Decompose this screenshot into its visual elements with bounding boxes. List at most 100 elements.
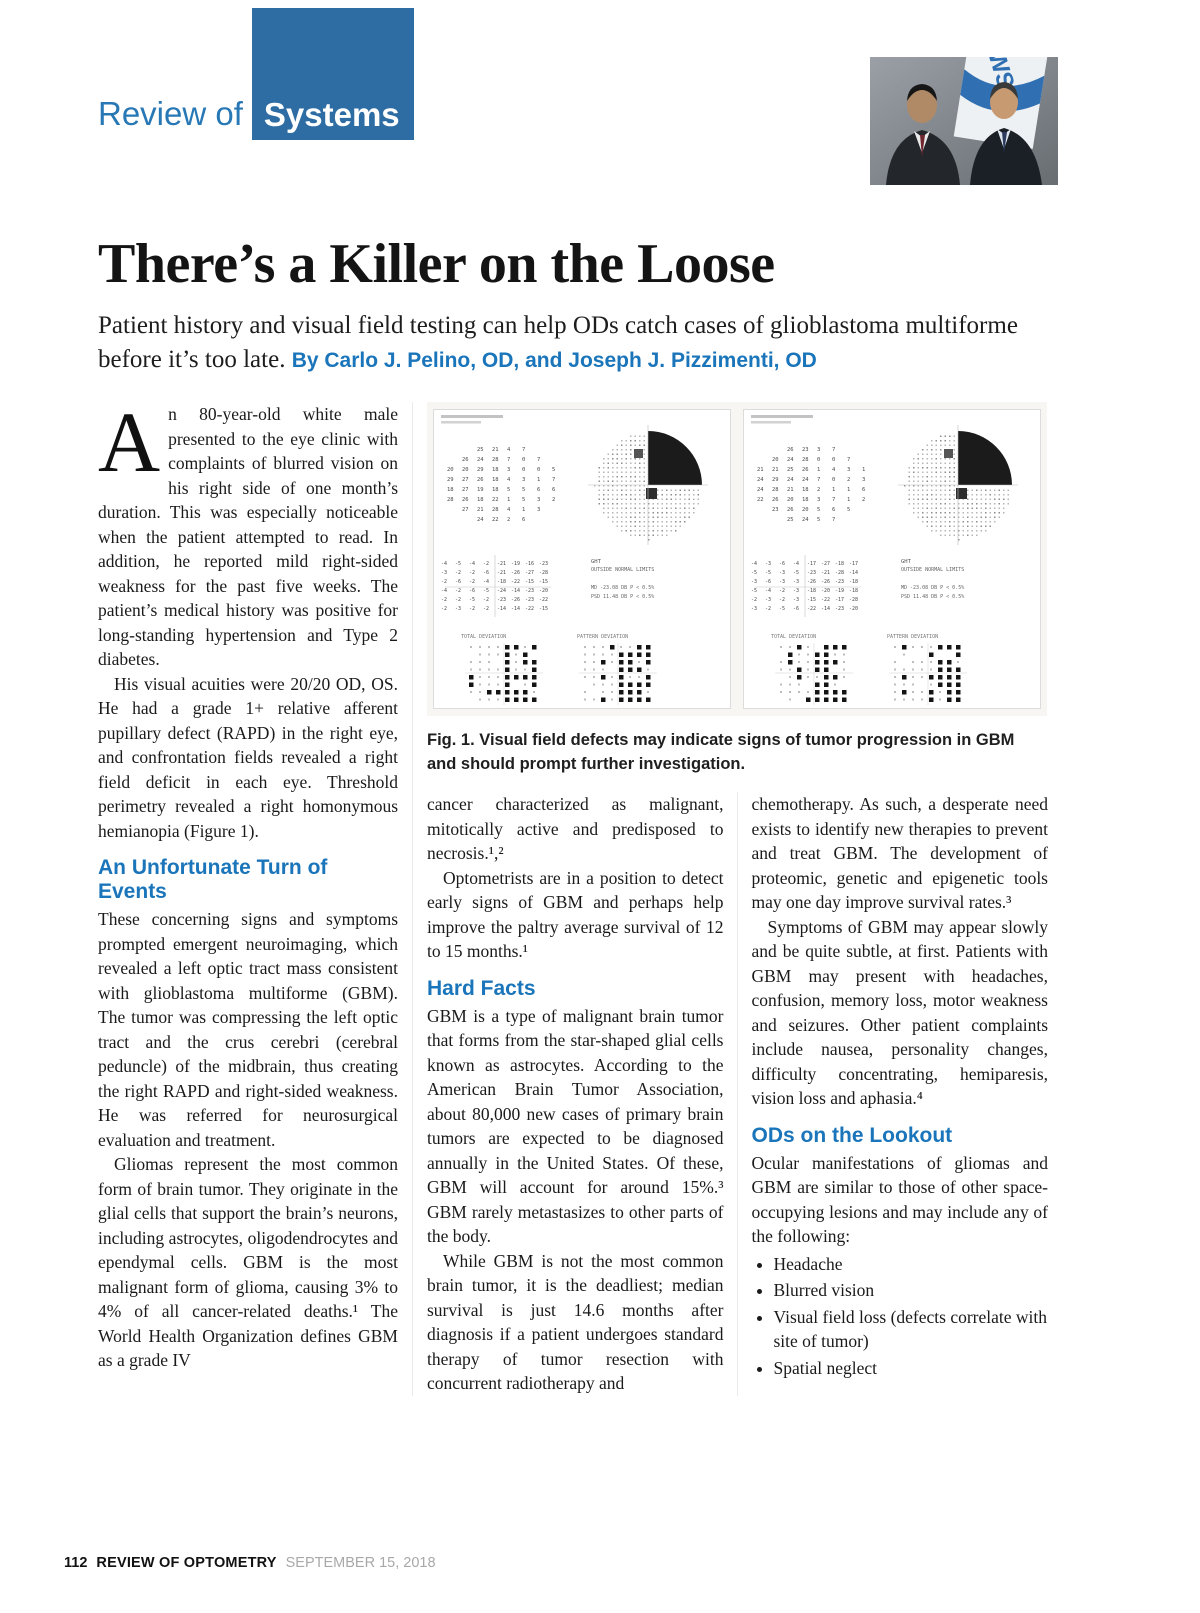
paragraph: His visual acuities were 20/20 OD, OS. H… <box>98 673 398 841</box>
svg-text:25: 25 <box>787 517 794 523</box>
svg-text:MD -23.08 DB P < 0.5%: MD -23.08 DB P < 0.5% <box>591 585 654 591</box>
svg-text:-14: -14 <box>511 588 520 594</box>
svg-text:25: 25 <box>477 447 484 453</box>
svg-text:-26: -26 <box>821 579 830 585</box>
svg-text:-4: -4 <box>469 561 475 567</box>
svg-text:29: 29 <box>477 467 484 473</box>
svg-text:-24: -24 <box>497 588 506 594</box>
svg-text:-14: -14 <box>849 570 858 576</box>
svg-text:18: 18 <box>492 467 499 473</box>
svg-text:18: 18 <box>447 487 454 493</box>
svg-text:1: 1 <box>847 487 850 493</box>
svg-text:7: 7 <box>552 477 555 483</box>
svg-text:-5: -5 <box>751 570 757 576</box>
svg-text:-23: -23 <box>807 570 816 576</box>
svg-text:7: 7 <box>847 457 850 463</box>
svg-text:28: 28 <box>447 497 454 503</box>
svg-text:-4: -4 <box>441 561 447 567</box>
svg-text:3: 3 <box>522 477 525 483</box>
svg-text:0: 0 <box>832 457 835 463</box>
svg-text:-28: -28 <box>835 570 844 576</box>
svg-text:TOTAL DEVIATION: TOTAL DEVIATION <box>771 634 816 640</box>
byline: By Carlo J. Pelino, OD, and Joseph J. Pi… <box>291 349 817 372</box>
svg-text:TOTAL DEVIATION: TOTAL DEVIATION <box>461 634 506 640</box>
authors-photo: WSO <box>870 57 1058 185</box>
svg-text:18: 18 <box>477 497 484 503</box>
svg-text:-2: -2 <box>483 606 489 612</box>
author-left-silhouette <box>886 84 960 185</box>
logo-prefix-text: Review of <box>98 95 243 132</box>
svg-text:0: 0 <box>522 457 525 463</box>
svg-text:24: 24 <box>477 457 484 463</box>
svg-text:20: 20 <box>802 507 809 513</box>
svg-text:-3: -3 <box>793 588 799 594</box>
svg-text:26: 26 <box>477 477 484 483</box>
svg-text:5: 5 <box>522 487 525 493</box>
svg-text:18: 18 <box>802 497 809 503</box>
svg-text:-20: -20 <box>849 606 858 612</box>
svg-text:-18: -18 <box>835 561 844 567</box>
svg-text:MD -23.08 DB P < 0.5%: MD -23.08 DB P < 0.5% <box>901 585 964 591</box>
svg-text:7: 7 <box>832 517 835 523</box>
svg-text:-2: -2 <box>455 588 461 594</box>
svg-text:1: 1 <box>817 467 820 473</box>
svg-text:21: 21 <box>757 467 764 473</box>
svg-text:2: 2 <box>552 497 555 503</box>
svg-text:-6: -6 <box>483 570 489 576</box>
svg-text:7: 7 <box>507 457 510 463</box>
svg-text:-15: -15 <box>539 579 548 585</box>
svg-text:24: 24 <box>787 477 794 483</box>
svg-text:7: 7 <box>817 477 820 483</box>
svg-text:-5: -5 <box>765 570 771 576</box>
svg-text:24: 24 <box>477 517 484 523</box>
svg-text:OUTSIDE NORMAL LIMITS: OUTSIDE NORMAL LIMITS <box>901 567 964 573</box>
svg-text:5: 5 <box>847 507 850 513</box>
svg-text:-2: -2 <box>765 606 771 612</box>
svg-text:-22: -22 <box>807 606 816 612</box>
svg-text:-22: -22 <box>539 597 548 603</box>
list-item: Visual field loss (defects correlate wit… <box>774 1305 1049 1354</box>
svg-text:3: 3 <box>817 497 820 503</box>
author-right-silhouette <box>970 82 1042 185</box>
svg-text:-3: -3 <box>765 561 771 567</box>
svg-text:20: 20 <box>787 497 794 503</box>
svg-text:-5: -5 <box>469 597 475 603</box>
svg-text:-21: -21 <box>497 561 506 567</box>
section-heading-hard-facts: Hard Facts <box>427 976 536 1000</box>
svg-text:-2: -2 <box>469 570 475 576</box>
svg-text:-4: -4 <box>793 561 799 567</box>
svg-text:1: 1 <box>522 507 525 513</box>
column-2: cancer characterized as malignant, mitot… <box>427 792 724 1396</box>
svg-text:6: 6 <box>522 517 525 523</box>
svg-text:PSD 11.48 DB P < 0.5%: PSD 11.48 DB P < 0.5% <box>591 594 654 600</box>
svg-text:0: 0 <box>537 467 540 473</box>
svg-text:-19: -19 <box>835 588 844 594</box>
svg-text:-22: -22 <box>821 597 830 603</box>
svg-text:7: 7 <box>522 447 525 453</box>
svg-text:-28: -28 <box>849 597 858 603</box>
svg-text:-5: -5 <box>779 606 785 612</box>
svg-text:-3: -3 <box>793 597 799 603</box>
svg-text:2: 2 <box>847 477 850 483</box>
svg-text:-5: -5 <box>793 570 799 576</box>
svg-text:GHT: GHT <box>901 559 912 565</box>
svg-text:-18: -18 <box>849 588 858 594</box>
svg-text:6: 6 <box>552 487 555 493</box>
page-footer: 112 REVIEW OF OPTOMETRY SEPTEMBER 15, 20… <box>64 1555 436 1571</box>
svg-text:7: 7 <box>832 497 835 503</box>
svg-text:24: 24 <box>802 477 809 483</box>
svg-text:4: 4 <box>507 507 511 513</box>
svg-text:-18: -18 <box>807 588 816 594</box>
svg-text:-4: -4 <box>441 588 447 594</box>
svg-text:28: 28 <box>802 457 809 463</box>
svg-text:-3: -3 <box>765 597 771 603</box>
paragraph: While GBM is not the most common brain t… <box>427 1250 724 1394</box>
svg-text:-3: -3 <box>455 606 461 612</box>
issue-date: SEPTEMBER 15, 2018 <box>285 1555 436 1571</box>
magazine-name: REVIEW OF OPTOMETRY <box>96 1555 277 1571</box>
paragraph: Optometrists are in a position to detect… <box>427 867 724 962</box>
svg-text:-21: -21 <box>497 570 506 576</box>
svg-text:-6: -6 <box>765 579 771 585</box>
